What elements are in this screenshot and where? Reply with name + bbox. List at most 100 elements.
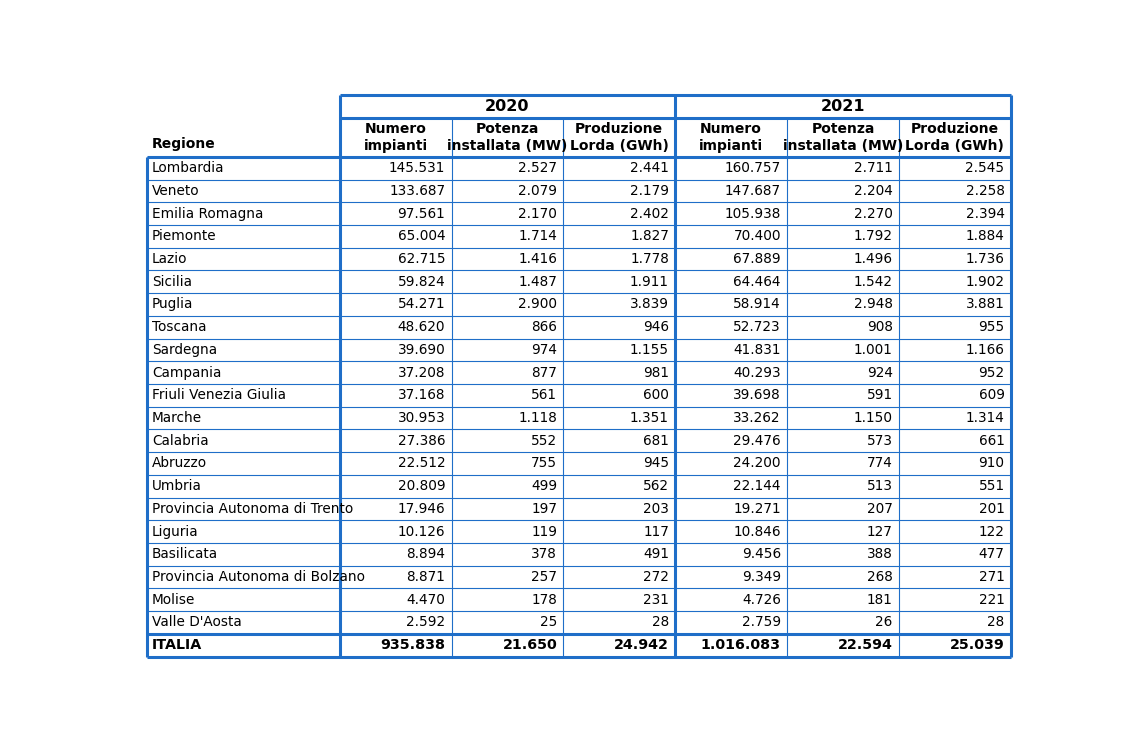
Text: 39.698: 39.698 — [733, 388, 781, 402]
Text: 1.118: 1.118 — [519, 411, 557, 425]
Text: 271: 271 — [979, 570, 1005, 584]
Text: 499: 499 — [531, 479, 557, 493]
Text: 10.846: 10.846 — [733, 525, 781, 539]
Text: 207: 207 — [867, 502, 893, 516]
Text: 2.394: 2.394 — [966, 206, 1005, 220]
Text: Marche: Marche — [153, 411, 202, 425]
Text: 945: 945 — [643, 456, 669, 470]
Text: 946: 946 — [643, 320, 669, 334]
Text: 28: 28 — [988, 615, 1005, 629]
Text: 37.168: 37.168 — [398, 388, 445, 402]
Text: 197: 197 — [531, 502, 557, 516]
Text: 1.496: 1.496 — [854, 252, 893, 266]
Text: 2.079: 2.079 — [519, 184, 557, 198]
Text: 27.386: 27.386 — [398, 434, 445, 447]
Text: 178: 178 — [531, 593, 557, 607]
Text: 52.723: 52.723 — [733, 320, 781, 334]
Text: 97.561: 97.561 — [398, 206, 445, 220]
Text: 145.531: 145.531 — [389, 161, 445, 175]
Text: 40.293: 40.293 — [733, 366, 781, 380]
Text: 3.881: 3.881 — [966, 298, 1005, 312]
Text: Regione: Regione — [153, 137, 216, 151]
Text: 908: 908 — [867, 320, 893, 334]
Text: 552: 552 — [531, 434, 557, 447]
Text: 257: 257 — [531, 570, 557, 584]
Text: 70.400: 70.400 — [733, 229, 781, 243]
Text: Provincia Autonoma di Trento: Provincia Autonoma di Trento — [153, 502, 354, 516]
Text: 2.592: 2.592 — [406, 615, 445, 629]
Text: 513: 513 — [867, 479, 893, 493]
Text: 29.476: 29.476 — [733, 434, 781, 447]
Text: 62.715: 62.715 — [398, 252, 445, 266]
Text: 661: 661 — [979, 434, 1005, 447]
Text: 117: 117 — [643, 525, 669, 539]
Text: Basilicata: Basilicata — [153, 548, 218, 561]
Text: 1.416: 1.416 — [519, 252, 557, 266]
Text: 1.351: 1.351 — [631, 411, 669, 425]
Text: 1.487: 1.487 — [519, 275, 557, 289]
Text: Numero
impianti: Numero impianti — [364, 122, 427, 153]
Text: 65.004: 65.004 — [398, 229, 445, 243]
Text: 119: 119 — [531, 525, 557, 539]
Text: 981: 981 — [643, 366, 669, 380]
Text: Molise: Molise — [153, 593, 195, 607]
Text: 2.948: 2.948 — [854, 298, 893, 312]
Text: 22.594: 22.594 — [837, 638, 893, 652]
Text: 33.262: 33.262 — [733, 411, 781, 425]
Text: 910: 910 — [979, 456, 1005, 470]
Text: 1.155: 1.155 — [629, 343, 669, 357]
Text: 59.824: 59.824 — [398, 275, 445, 289]
Text: 1.827: 1.827 — [631, 229, 669, 243]
Text: 2.527: 2.527 — [519, 161, 557, 175]
Text: Abruzzo: Abruzzo — [153, 456, 207, 470]
Text: 1.778: 1.778 — [631, 252, 669, 266]
Text: 1.736: 1.736 — [966, 252, 1005, 266]
Text: 378: 378 — [531, 548, 557, 561]
Text: Friuli Venezia Giulia: Friuli Venezia Giulia — [153, 388, 286, 402]
Text: 2.711: 2.711 — [854, 161, 893, 175]
Text: Produzione
Lorda (GWh): Produzione Lorda (GWh) — [905, 122, 1005, 153]
Text: Liguria: Liguria — [153, 525, 199, 539]
Text: 609: 609 — [979, 388, 1005, 402]
Text: 10.126: 10.126 — [398, 525, 445, 539]
Text: 924: 924 — [867, 366, 893, 380]
Text: 201: 201 — [979, 502, 1005, 516]
Text: Potenza
installata (MW): Potenza installata (MW) — [783, 122, 903, 153]
Text: 147.687: 147.687 — [724, 184, 781, 198]
Text: 1.911: 1.911 — [631, 275, 669, 289]
Text: 58.914: 58.914 — [733, 298, 781, 312]
Text: 681: 681 — [643, 434, 669, 447]
Text: 1.150: 1.150 — [854, 411, 893, 425]
Text: Produzione
Lorda (GWh): Produzione Lorda (GWh) — [570, 122, 669, 153]
Text: Numero
impianti: Numero impianti — [699, 122, 763, 153]
Text: 1.314: 1.314 — [966, 411, 1005, 425]
Text: 26: 26 — [876, 615, 893, 629]
Text: 37.208: 37.208 — [398, 366, 445, 380]
Text: 8.894: 8.894 — [407, 548, 445, 561]
Text: 22.512: 22.512 — [398, 456, 445, 470]
Text: 1.714: 1.714 — [519, 229, 557, 243]
Text: 133.687: 133.687 — [389, 184, 445, 198]
Text: 2.759: 2.759 — [741, 615, 781, 629]
Text: 877: 877 — [531, 366, 557, 380]
Text: Piemonte: Piemonte — [153, 229, 217, 243]
Text: Provincia Autonoma di Bolzano: Provincia Autonoma di Bolzano — [153, 570, 365, 584]
Text: 54.271: 54.271 — [398, 298, 445, 312]
Text: 1.902: 1.902 — [966, 275, 1005, 289]
Text: 774: 774 — [867, 456, 893, 470]
Text: 1.884: 1.884 — [966, 229, 1005, 243]
Text: 2.270: 2.270 — [854, 206, 893, 220]
Text: 19.271: 19.271 — [733, 502, 781, 516]
Text: Lombardia: Lombardia — [153, 161, 225, 175]
Text: 866: 866 — [531, 320, 557, 334]
Text: 591: 591 — [867, 388, 893, 402]
Text: 64.464: 64.464 — [733, 275, 781, 289]
Text: 25.039: 25.039 — [950, 638, 1005, 652]
Text: 1.001: 1.001 — [854, 343, 893, 357]
Text: 2021: 2021 — [820, 99, 866, 114]
Text: 41.831: 41.831 — [733, 343, 781, 357]
Text: 160.757: 160.757 — [724, 161, 781, 175]
Text: 2020: 2020 — [485, 99, 530, 114]
Text: 388: 388 — [867, 548, 893, 561]
Text: 2.441: 2.441 — [631, 161, 669, 175]
